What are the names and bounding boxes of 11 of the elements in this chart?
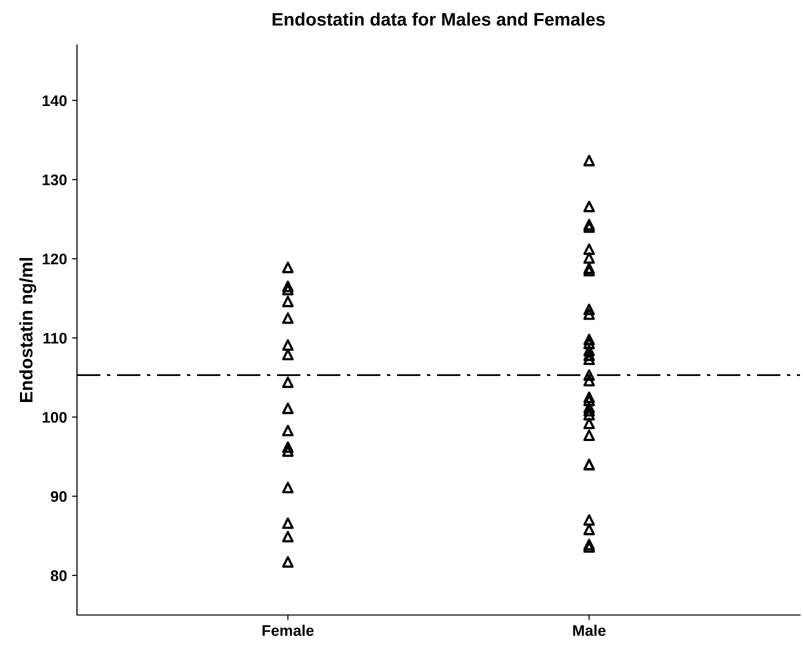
x-tick-label: Male [573,624,606,636]
y-tick-label: 130 [42,174,67,186]
y-tick-label: 80 [50,570,67,582]
y-tick-label: 110 [44,332,67,344]
y-tick-label: 140 [42,95,67,106]
y-axis-title: Endostatin ng/ml [19,258,36,402]
x-tick-label: Female [262,624,314,636]
y-tick-label: 120 [42,254,67,264]
chart-title: Endostatin data for Males and Females [272,12,605,26]
y-tick-label: 100 [42,412,67,423]
y-tick-label: 90 [50,491,67,502]
